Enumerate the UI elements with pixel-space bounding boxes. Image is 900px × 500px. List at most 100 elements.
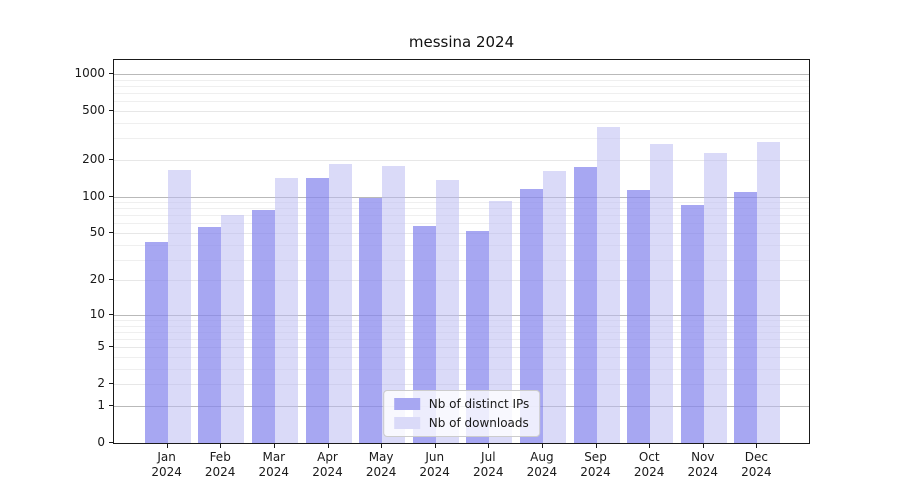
x-tick-label-month: Oct bbox=[638, 450, 660, 464]
x-tick-mark bbox=[166, 444, 168, 448]
x-tick-label-year: 2024 bbox=[312, 465, 343, 479]
bar-nb-of-distinct-ips bbox=[144, 242, 168, 443]
legend-swatch-downloads bbox=[393, 417, 420, 429]
y-tick-label: 50 bbox=[89, 225, 105, 239]
bar-nb-of-downloads bbox=[703, 152, 727, 443]
y-tick-label: 500 bbox=[82, 103, 105, 117]
x-tick-mark bbox=[488, 444, 490, 448]
x-tick-label: Nov 2024 bbox=[671, 450, 735, 480]
legend-item: Nb of downloads bbox=[393, 416, 530, 430]
chart-title: messina 2024 bbox=[408, 33, 515, 51]
bar-nb-of-downloads bbox=[489, 200, 513, 443]
x-tick-label: Jan 2024 bbox=[135, 450, 199, 480]
x-tick-mark bbox=[756, 444, 758, 448]
bars bbox=[114, 60, 809, 443]
x-tick-label: Apr 2024 bbox=[296, 450, 360, 480]
y-tick-mark bbox=[109, 232, 113, 233]
y-tick-label: 1 bbox=[97, 398, 105, 412]
grid-line bbox=[114, 280, 809, 282]
bar-nb-of-distinct-ips bbox=[305, 178, 329, 443]
grid-line bbox=[114, 79, 809, 81]
bar-nb-of-downloads bbox=[274, 178, 298, 443]
x-tick-label-month: Aug bbox=[530, 450, 554, 464]
grid-line bbox=[114, 93, 809, 94]
x-tick-mark bbox=[273, 444, 275, 448]
grid-line bbox=[114, 223, 809, 225]
y-tick-mark bbox=[109, 442, 113, 443]
grid-line bbox=[114, 122, 809, 124]
x-tick-label: May 2024 bbox=[349, 450, 413, 480]
x-tick-mark bbox=[327, 444, 329, 448]
x-tick-label-year: 2024 bbox=[526, 465, 558, 479]
y-tick-label: 200 bbox=[82, 151, 105, 166]
bar-nb-of-downloads bbox=[542, 170, 566, 443]
x-tick-label-year: 2024 bbox=[419, 465, 450, 479]
x-tick-label: Dec 2024 bbox=[724, 450, 788, 480]
bar-nb-of-distinct-ips bbox=[251, 210, 275, 443]
bar-nb-of-downloads bbox=[328, 164, 352, 443]
y-tick-mark bbox=[109, 383, 113, 385]
grid-line bbox=[114, 325, 809, 327]
y-tick-mark bbox=[109, 73, 113, 74]
legend-label: Nb of distinct IPs bbox=[428, 397, 530, 411]
bar-nb-of-downloads bbox=[650, 144, 674, 443]
grid-line bbox=[114, 320, 809, 321]
x-tick-label-year: 2024 bbox=[580, 465, 611, 479]
legend: Nb of distinct IPs Nb of downloads bbox=[382, 390, 541, 437]
bar-nb-of-distinct-ips bbox=[734, 191, 758, 443]
x-tick-mark bbox=[541, 444, 543, 448]
x-tick-label: Jul 2024 bbox=[456, 450, 520, 480]
x-tick-label: Aug 2024 bbox=[510, 450, 574, 480]
y-tick-mark bbox=[109, 158, 113, 160]
x-tick-label-year: 2024 bbox=[473, 465, 504, 479]
x-tick-label-month: Mar bbox=[262, 450, 286, 464]
y-tick-label: 100 bbox=[82, 188, 105, 203]
grid-line bbox=[114, 331, 809, 333]
grid-line bbox=[114, 159, 809, 161]
y-tick-mark bbox=[109, 346, 113, 348]
bar-nb-of-distinct-ips bbox=[680, 205, 704, 443]
grid-line bbox=[114, 196, 809, 198]
grid-line bbox=[114, 138, 809, 140]
grid-line bbox=[114, 85, 809, 87]
x-tick-label-month: Dec bbox=[744, 450, 768, 464]
grid-line bbox=[114, 101, 809, 103]
grid-line bbox=[114, 357, 809, 358]
grid-line bbox=[114, 369, 809, 370]
grid-line bbox=[114, 208, 809, 210]
bar-nb-of-distinct-ips bbox=[519, 189, 543, 443]
grid-line bbox=[114, 215, 809, 217]
bar-nb-of-downloads bbox=[435, 180, 459, 443]
legend-item: Nb of distinct IPs bbox=[393, 397, 530, 411]
y-tick-mark bbox=[109, 313, 113, 315]
y-tick-label: 20 bbox=[89, 272, 105, 287]
y-tick-mark bbox=[109, 195, 113, 197]
grid-line bbox=[114, 202, 809, 204]
x-tick-label-year: 2024 bbox=[633, 465, 665, 479]
y-tick-label: 2 bbox=[97, 376, 105, 391]
x-tick-label: Feb 2024 bbox=[188, 450, 252, 480]
bar-nb-of-downloads bbox=[167, 170, 191, 443]
x-tick-label-year: 2024 bbox=[687, 465, 719, 479]
bar-nb-of-distinct-ips bbox=[573, 166, 597, 443]
x-tick-label-year: 2024 bbox=[151, 465, 182, 479]
x-tick-mark bbox=[702, 444, 704, 448]
plot-area: Nb of distinct IPs Nb of downloads bbox=[113, 59, 810, 444]
y-tick-mark bbox=[109, 405, 113, 406]
bar-nb-of-distinct-ips bbox=[359, 197, 383, 443]
x-tick-label: Mar 2024 bbox=[242, 450, 306, 480]
x-tick-label-month: May bbox=[368, 450, 394, 464]
legend-label: Nb of downloads bbox=[428, 416, 529, 430]
x-tick-mark bbox=[381, 444, 383, 448]
x-tick-label-month: Jun bbox=[425, 450, 445, 464]
bar-nb-of-downloads bbox=[382, 165, 406, 443]
legend-swatch-distinct-ips bbox=[393, 398, 420, 410]
grid-line bbox=[114, 244, 809, 246]
grid-line bbox=[114, 339, 809, 341]
bar-nb-of-distinct-ips bbox=[627, 189, 651, 443]
y-tick-label: 1000 bbox=[74, 66, 105, 80]
x-tick-label-month: Apr bbox=[317, 450, 338, 464]
bar-nb-of-downloads bbox=[757, 142, 781, 443]
x-tick-label: Jun 2024 bbox=[403, 450, 467, 480]
